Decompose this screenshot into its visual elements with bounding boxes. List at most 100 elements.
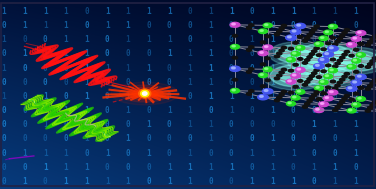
Text: 1: 1 [167,7,171,16]
Circle shape [321,81,324,82]
Text: 0: 0 [43,177,47,186]
Circle shape [263,45,273,50]
Circle shape [358,43,364,45]
Text: 1: 1 [126,92,130,101]
Circle shape [287,57,296,62]
Text: 1: 1 [22,49,27,58]
Circle shape [277,96,282,99]
Circle shape [349,65,352,67]
Circle shape [265,57,270,60]
Text: 1: 1 [22,149,27,158]
Text: 0: 0 [167,92,171,101]
Circle shape [302,40,308,42]
Text: 1: 1 [64,7,68,16]
Circle shape [258,29,267,33]
Circle shape [297,68,300,70]
Circle shape [328,90,338,95]
Circle shape [293,42,298,44]
Text: 0: 0 [229,49,233,58]
Circle shape [372,57,376,60]
Text: 1: 1 [146,92,151,101]
Text: 0: 0 [43,134,47,143]
Text: 1: 1 [250,35,254,44]
Circle shape [372,79,376,81]
Ellipse shape [132,89,158,98]
Text: 1: 1 [22,7,27,16]
Circle shape [352,102,361,107]
Circle shape [277,30,282,33]
Circle shape [302,62,308,64]
Circle shape [346,86,357,91]
Text: 1: 1 [312,64,316,73]
Text: 1: 1 [332,21,337,30]
Text: 0: 0 [22,78,27,87]
Text: 1: 1 [43,149,47,158]
Circle shape [325,97,329,98]
Circle shape [349,43,352,45]
Text: 1: 1 [332,78,337,87]
Text: 0: 0 [167,120,171,129]
Text: 0: 0 [353,49,358,58]
Circle shape [342,97,347,100]
Text: 1: 1 [291,64,296,73]
Text: 0: 0 [312,149,316,158]
Text: 1: 1 [208,21,213,30]
Text: 1: 1 [22,21,27,30]
Circle shape [232,23,235,25]
Circle shape [298,58,303,60]
Ellipse shape [300,42,356,67]
Circle shape [356,74,366,80]
Circle shape [297,46,300,48]
Circle shape [365,66,370,68]
Text: 1: 1 [126,64,130,73]
Text: 0: 0 [250,163,254,172]
Circle shape [324,30,333,35]
Circle shape [340,34,345,37]
Circle shape [309,53,315,55]
Text: 1: 1 [208,78,213,87]
Circle shape [286,35,296,40]
Ellipse shape [281,47,310,60]
Text: 0: 0 [229,78,233,87]
Text: 1: 1 [208,7,213,16]
Circle shape [340,78,345,81]
Text: 1: 1 [353,7,358,16]
Text: 1: 1 [229,92,233,101]
Circle shape [356,31,366,36]
Circle shape [358,75,361,77]
Circle shape [258,73,267,77]
Text: 1: 1 [270,78,275,87]
Circle shape [333,109,338,112]
Text: 1: 1 [353,35,358,44]
Text: 0: 0 [146,49,151,58]
Text: 1: 1 [188,78,192,87]
Text: 1: 1 [84,64,89,73]
Text: 1: 1 [208,92,213,101]
Circle shape [318,58,329,63]
Circle shape [274,33,280,36]
Circle shape [330,36,335,39]
Ellipse shape [306,45,350,64]
Circle shape [263,67,272,72]
Circle shape [353,49,359,51]
Circle shape [353,103,356,105]
Text: 0: 0 [291,92,296,101]
Text: 0: 0 [146,163,151,172]
Text: 1: 1 [84,120,89,129]
Circle shape [337,81,343,84]
Text: 0: 0 [312,92,316,101]
Text: 0: 0 [43,106,47,115]
Circle shape [344,50,350,53]
Circle shape [337,59,343,62]
Circle shape [356,53,365,57]
Text: 1: 1 [105,7,109,16]
Circle shape [302,84,308,86]
Circle shape [314,64,324,69]
Circle shape [344,72,350,75]
Circle shape [279,71,284,74]
Circle shape [265,68,268,69]
Circle shape [232,45,235,47]
Circle shape [291,73,300,78]
Circle shape [288,80,291,82]
Circle shape [365,44,370,46]
